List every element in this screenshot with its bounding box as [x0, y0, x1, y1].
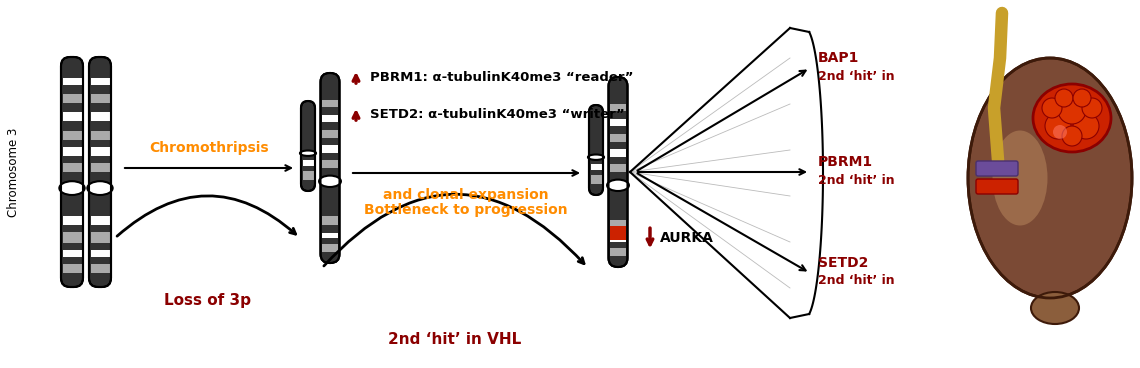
Ellipse shape [300, 151, 316, 156]
Bar [63, 216, 81, 225]
Circle shape [1042, 98, 1062, 118]
Bar [610, 104, 626, 111]
Ellipse shape [59, 181, 84, 195]
Bar [90, 250, 109, 257]
Text: 2nd ‘hit’ in VHL: 2nd ‘hit’ in VHL [389, 333, 522, 347]
Bar [90, 131, 109, 140]
Circle shape [1053, 125, 1067, 139]
Text: 2nd ‘hit’ in: 2nd ‘hit’ in [819, 275, 895, 287]
Bar [90, 216, 109, 225]
Bar [90, 112, 109, 121]
Bar [321, 160, 337, 168]
Text: and clonal expansion: and clonal expansion [383, 188, 548, 202]
Circle shape [1082, 98, 1102, 118]
Bar [63, 131, 81, 140]
Bar [591, 163, 602, 170]
Text: PBRM1: α-tubulinK40me3 “reader”: PBRM1: α-tubulinK40me3 “reader” [370, 71, 634, 84]
FancyBboxPatch shape [976, 161, 1018, 176]
Bar [321, 216, 337, 225]
FancyBboxPatch shape [589, 105, 603, 195]
Text: SETD2: SETD2 [819, 256, 869, 270]
Bar [63, 264, 81, 273]
Circle shape [1045, 113, 1070, 139]
Bar [302, 171, 314, 180]
Bar [321, 145, 337, 153]
Bar [63, 250, 81, 257]
Bar [610, 119, 626, 126]
Bar [63, 232, 81, 243]
Text: 2nd ‘hit’ in: 2nd ‘hit’ in [819, 70, 895, 82]
Bar [610, 248, 626, 256]
Bar [90, 163, 109, 172]
Text: Bottleneck to progression: Bottleneck to progression [364, 203, 568, 217]
Bar [321, 100, 337, 107]
FancyBboxPatch shape [301, 101, 315, 191]
Bar [321, 115, 337, 123]
FancyBboxPatch shape [320, 73, 340, 263]
Ellipse shape [993, 131, 1048, 226]
Text: Loss of 3p: Loss of 3p [163, 293, 251, 308]
Ellipse shape [88, 181, 113, 195]
Bar [63, 147, 81, 156]
Bar [63, 163, 81, 172]
Bar [90, 264, 109, 273]
Bar [610, 134, 626, 142]
Bar [610, 219, 626, 229]
Ellipse shape [1031, 292, 1078, 324]
FancyBboxPatch shape [609, 77, 627, 267]
Bar [321, 244, 337, 252]
Bar [610, 226, 626, 240]
Bar [90, 94, 109, 103]
Circle shape [1073, 113, 1099, 139]
Text: BAP1: BAP1 [819, 51, 860, 65]
Bar [90, 78, 109, 85]
Text: Chromothripsis: Chromothripsis [149, 141, 269, 155]
Text: PBRM1: PBRM1 [819, 155, 873, 169]
Bar [90, 147, 109, 156]
Ellipse shape [1033, 84, 1111, 152]
Bar [610, 149, 626, 157]
FancyBboxPatch shape [976, 179, 1018, 194]
Bar [302, 159, 314, 166]
Text: SETD2: α-tubulinK40me3 “writer”: SETD2: α-tubulinK40me3 “writer” [370, 108, 625, 121]
Ellipse shape [968, 58, 1132, 298]
Text: 2nd ‘hit’ in: 2nd ‘hit’ in [819, 173, 895, 187]
Text: AURKA: AURKA [660, 231, 714, 245]
Bar [63, 78, 81, 85]
Ellipse shape [588, 155, 604, 160]
Text: Chromosome 3: Chromosome 3 [8, 127, 21, 217]
Bar [321, 130, 337, 138]
Bar [321, 233, 337, 238]
Circle shape [1058, 96, 1086, 124]
Bar [63, 112, 81, 121]
FancyBboxPatch shape [89, 57, 111, 287]
Circle shape [1054, 89, 1073, 107]
Bar [610, 164, 626, 172]
Bar [63, 94, 81, 103]
Circle shape [1062, 126, 1082, 146]
Circle shape [1073, 89, 1091, 107]
Bar [591, 175, 602, 184]
FancyBboxPatch shape [62, 57, 83, 287]
Ellipse shape [319, 176, 341, 187]
Bar [90, 232, 109, 243]
Ellipse shape [608, 180, 629, 191]
Bar [610, 237, 626, 242]
